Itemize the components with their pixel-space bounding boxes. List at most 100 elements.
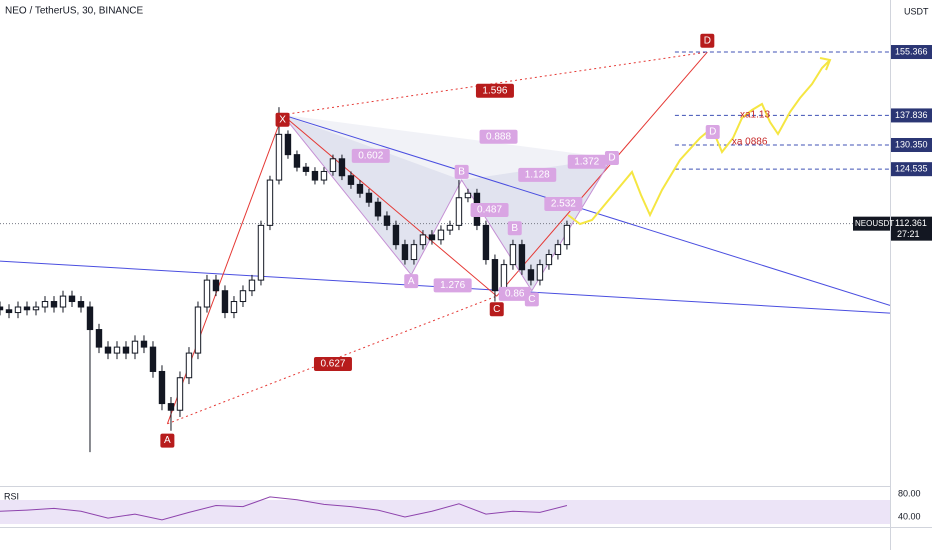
annotation-box: [489, 302, 504, 317]
candle-body: [518, 244, 526, 271]
annotation-label: 0.602: [358, 151, 383, 162]
candle-body: [302, 166, 310, 172]
candle-body: [131, 340, 139, 354]
symbol-box: [853, 216, 890, 231]
level-label-box: [891, 162, 932, 177]
candle-body: [59, 295, 67, 308]
candle-body: [509, 244, 517, 266]
candle-body: [104, 346, 112, 354]
candle-body: [140, 340, 148, 348]
annotation-label: 0.888: [486, 131, 511, 142]
annotation-box: [454, 164, 469, 179]
annotation-label: D: [704, 35, 711, 46]
candle-body: [221, 290, 229, 314]
annotation-box: [470, 202, 509, 217]
projection-path: [567, 59, 831, 226]
candle-body: [68, 295, 76, 303]
candle-body: [401, 244, 409, 261]
annotation-label: X: [279, 114, 286, 125]
level-label: 130.350: [895, 139, 928, 149]
candle-body: [95, 329, 103, 348]
annotation-label: 0.487: [477, 205, 502, 216]
current-price: 112.361: [895, 218, 927, 228]
candle-body: [185, 352, 193, 379]
annotation-box: [313, 357, 352, 372]
annotation-box: [404, 274, 419, 289]
annotation-box: [544, 197, 583, 212]
annotation-label: 0.627: [320, 359, 345, 370]
annotation-label: 0.86: [505, 289, 525, 300]
level-label-box: [891, 108, 932, 123]
note-label: xa1.13: [740, 109, 770, 120]
rsi-band: [0, 500, 890, 524]
annotation-box: [160, 433, 175, 448]
annotation-box: [705, 124, 720, 139]
annotation-label: A: [408, 276, 415, 287]
annotation-box: [479, 129, 518, 144]
rsi-title: RSI: [4, 491, 19, 501]
candle-body: [5, 309, 13, 314]
candle-body: [176, 377, 184, 411]
annotation-box: [700, 33, 715, 48]
candle-body: [77, 301, 85, 308]
candle-body: [230, 301, 238, 314]
annotation-label: 1.596: [482, 85, 507, 96]
annotation-label: D: [608, 153, 615, 164]
candle-body: [356, 183, 364, 194]
annotation-label: D: [709, 127, 716, 138]
candle-body: [149, 346, 157, 372]
annotation-label: 1.276: [440, 280, 465, 291]
candle-body: [239, 290, 247, 303]
current-price-box: [891, 216, 932, 241]
annotation-label: B: [511, 223, 518, 234]
annotation-box: [567, 154, 606, 169]
candle-body: [86, 306, 94, 331]
candle-body: [266, 179, 274, 226]
candle-body: [437, 229, 445, 241]
currency: USDT: [904, 6, 929, 16]
annotation-box: [275, 112, 290, 127]
annotation-label: C: [528, 294, 535, 305]
candle-body: [275, 133, 283, 181]
symbol-title: NEO / TetherUS, 30, BINANCE: [5, 6, 144, 17]
candle-body: [50, 301, 58, 308]
candle-body: [527, 269, 535, 281]
candle-body: [338, 158, 346, 177]
annotation-box: [507, 221, 522, 236]
rsi-tick-label: 40.00: [898, 511, 921, 521]
candle-body: [563, 224, 571, 246]
candle-body: [113, 346, 121, 354]
candle-body: [410, 244, 418, 261]
candle-body: [464, 192, 472, 199]
candle-body: [500, 264, 508, 292]
candle-body: [365, 192, 373, 203]
candle-body: [212, 279, 220, 292]
candle-body: [383, 215, 391, 226]
pattern-fill: [282, 114, 612, 181]
level-label: 124.535: [895, 164, 928, 174]
candle-body: [545, 254, 553, 266]
note-label: xa 0886: [732, 137, 768, 148]
candle-body: [446, 224, 454, 231]
rsi-tick-label: 80.00: [898, 488, 921, 498]
candle-body: [320, 170, 328, 181]
pattern-fill: [461, 157, 612, 291]
candle-body: [392, 224, 400, 246]
pattern-line: [282, 114, 891, 306]
level-label-box: [891, 45, 932, 60]
rsi-line: [0, 496, 568, 521]
annotation-box: [475, 83, 514, 98]
annotation-box: [498, 286, 531, 301]
candle-body: [158, 370, 166, 405]
candle-body: [167, 403, 175, 411]
candle-body: [257, 224, 265, 281]
candle-body: [0, 306, 4, 311]
candle-body: [554, 244, 562, 256]
annotation-label: A: [164, 435, 171, 446]
candle-body: [41, 301, 49, 308]
candle-body: [419, 234, 427, 246]
candle-body: [536, 264, 544, 281]
candle-body: [491, 259, 499, 292]
